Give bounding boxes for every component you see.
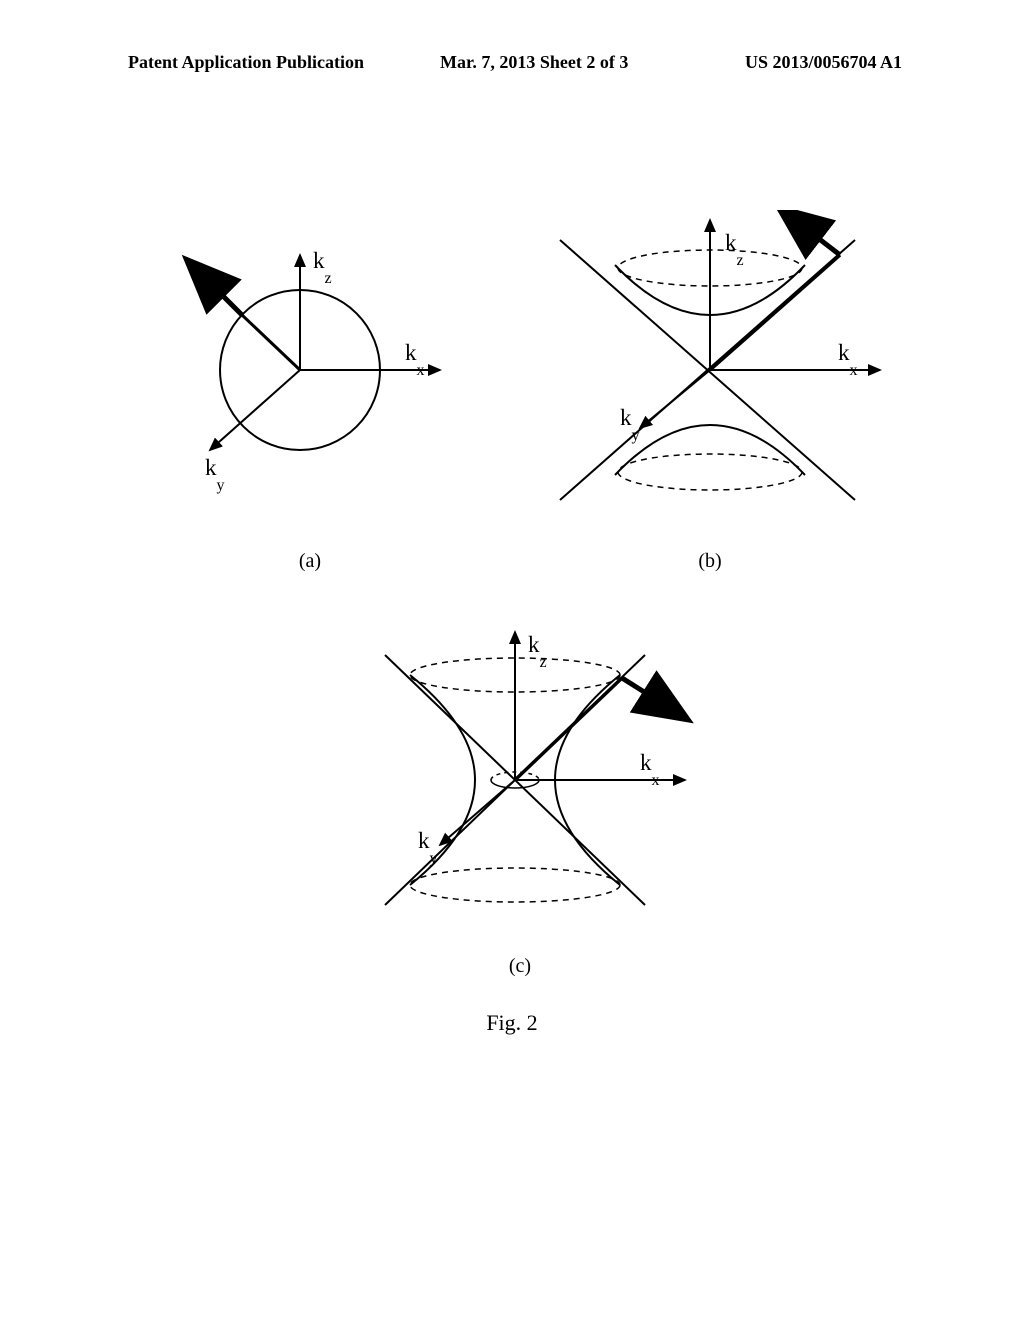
svg-text:kx: kx	[640, 750, 660, 789]
panel-c-label: (c)	[330, 955, 710, 978]
figure-caption: Fig. 2	[0, 1010, 1024, 1036]
header-left: Patent Application Publication	[128, 52, 364, 73]
svg-text:kz: kz	[313, 248, 332, 287]
svg-text:kx: kx	[405, 340, 425, 379]
panel-c: kz kx ky	[330, 620, 710, 940]
panel-b-label: (b)	[520, 550, 900, 573]
svg-text:kz: kz	[528, 632, 547, 671]
svg-text:ky: ky	[205, 455, 225, 494]
panel-a: kz kx ky	[150, 230, 470, 530]
svg-text:ky: ky	[418, 828, 438, 867]
svg-text:kz: kz	[725, 230, 744, 269]
svg-text:kx: kx	[838, 340, 858, 379]
panel-b: kz kx ky	[520, 210, 900, 530]
panel-a-label: (a)	[150, 550, 470, 573]
header-right: US 2013/0056704 A1	[745, 52, 902, 73]
header-center: Mar. 7, 2013 Sheet 2 of 3	[440, 52, 628, 73]
